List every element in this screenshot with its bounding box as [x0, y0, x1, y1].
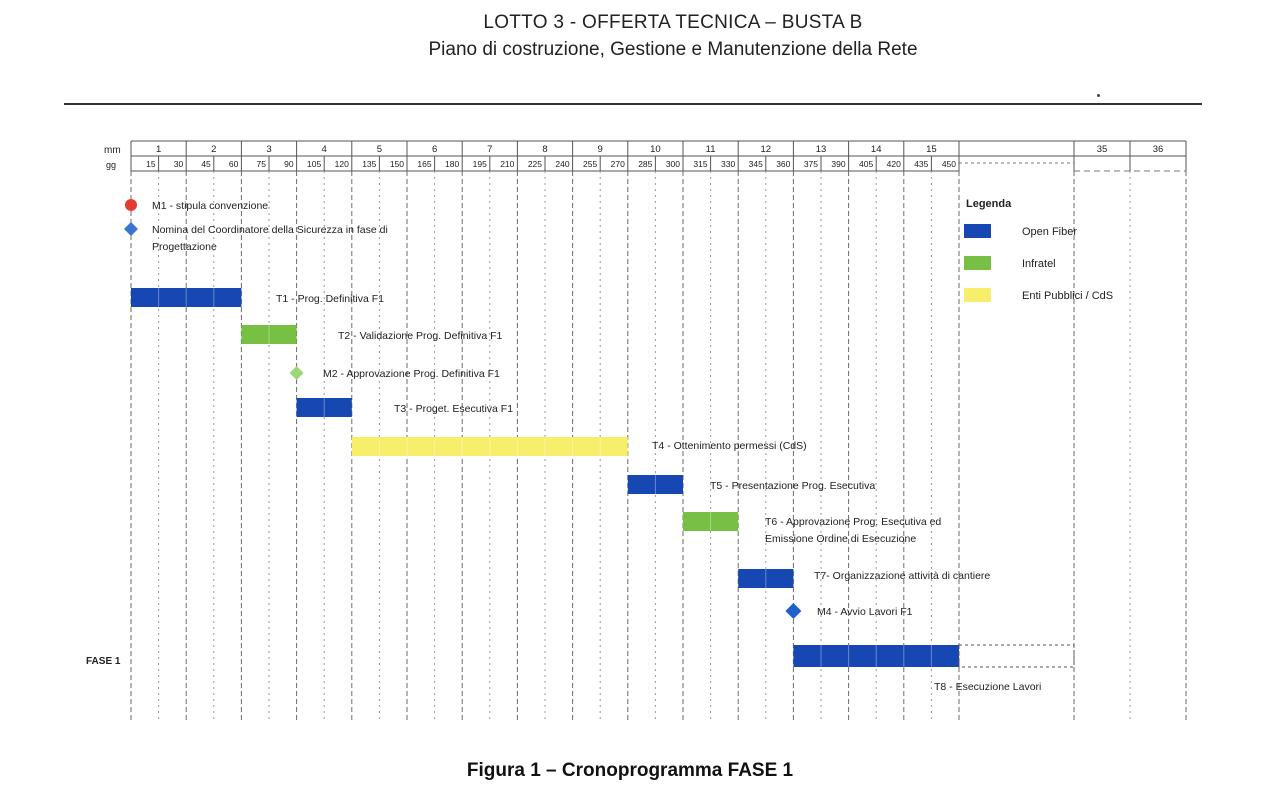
extra-month-label: 35: [1097, 144, 1108, 155]
document-header: LOTTO 3 - OFFERTA TECNICA – BUSTA B Pian…: [0, 10, 1280, 64]
day-label: 45: [201, 159, 211, 169]
month-label: 10: [650, 144, 661, 155]
task-label: T5 - Presentazione Prog. Esecutiva: [710, 480, 875, 492]
task-label-line: T6 - Approvazione Prog. Esecutiva ed: [765, 516, 941, 528]
day-label: 375: [804, 159, 818, 169]
month-label: 1: [156, 144, 161, 155]
legend-label: Enti Pubblici / CdS: [1022, 290, 1113, 302]
day-label: 240: [555, 159, 569, 169]
month-label: 6: [432, 144, 437, 155]
task-label-line: Emissione Ordine di Esecuzione: [765, 533, 916, 545]
day-label: 30: [174, 159, 184, 169]
task-continuation-box: [958, 644, 1075, 668]
day-label: 210: [500, 159, 514, 169]
legend-label: Infratel: [1022, 258, 1056, 270]
month-row-label: mm: [104, 145, 121, 156]
day-label: 60: [229, 159, 239, 169]
month-label: 11: [706, 144, 716, 155]
day-label: 150: [390, 159, 404, 169]
task-bar: [793, 645, 959, 667]
milestone-label-line: Progettazione: [152, 241, 217, 253]
month-label: 12: [761, 144, 772, 155]
milestone-label: M1 - stipula convenzione: [152, 200, 268, 212]
day-label: 420: [887, 159, 901, 169]
month-label: 13: [816, 144, 827, 155]
task-label: T8 - Esecuzione Lavori: [934, 681, 1041, 693]
document-title: LOTTO 3 - OFFERTA TECNICA – BUSTA B: [483, 12, 863, 33]
milestone-diamond-marker: [785, 603, 802, 619]
milestone-circle-marker: [125, 199, 137, 211]
month-label: 7: [487, 144, 492, 155]
day-label: 105: [307, 159, 321, 169]
milestone-diamond-marker: [289, 366, 304, 380]
day-label: 435: [914, 159, 928, 169]
day-label: 405: [859, 159, 873, 169]
extra-month-label: 36: [1153, 144, 1164, 155]
month-label: 5: [377, 144, 382, 155]
month-label: 15: [926, 144, 937, 155]
task-label: T4 - Ottenimento permessi (CdS): [652, 440, 807, 452]
milestone-label-line: Nomina del Coordinatore della Sicurezza …: [152, 224, 388, 236]
day-label: 285: [638, 159, 652, 169]
day-label: 195: [473, 159, 487, 169]
day-label: 75: [257, 159, 267, 169]
month-label: 14: [871, 144, 882, 155]
task-bar: [131, 288, 242, 307]
task-bar: [351, 437, 628, 456]
day-label: 180: [445, 159, 459, 169]
month-label: 8: [542, 144, 547, 155]
day-label: 225: [528, 159, 542, 169]
day-label: 270: [611, 159, 625, 169]
figure-caption: Figura 1 – Cronoprogramma FASE 1: [466, 760, 794, 781]
day-label: 360: [776, 159, 790, 169]
day-label: 315: [693, 159, 707, 169]
day-label: 90: [284, 159, 294, 169]
task-bar: [738, 569, 794, 588]
day-label: 120: [335, 159, 349, 169]
day-label: 135: [362, 159, 376, 169]
scan-dot: [1097, 94, 1100, 97]
month-label: 9: [598, 144, 603, 155]
day-label: 300: [666, 159, 680, 169]
day-label: 165: [417, 159, 431, 169]
milestone-label: M2 - Approvazione Prog. Definitiva F1: [323, 368, 500, 380]
task-label: T1 - Prog. Definitiva F1: [276, 293, 384, 305]
month-label: 4: [322, 144, 327, 155]
task-bar: [296, 398, 352, 417]
task-bar: [241, 325, 297, 344]
day-row-label: gg: [106, 160, 116, 170]
day-label: 330: [721, 159, 735, 169]
month-label: 3: [266, 144, 271, 155]
milestone-diamond-marker: [124, 222, 138, 236]
month-label: 2: [211, 144, 216, 155]
day-label: 255: [583, 159, 597, 169]
task-label: T7- Organizzazione attività di cantiere: [814, 570, 990, 582]
legend-swatch: [964, 288, 991, 302]
header-divider: [64, 103, 1202, 105]
phase-label: FASE 1: [86, 656, 121, 667]
legend-swatch: [964, 224, 991, 238]
day-label: 450: [942, 159, 956, 169]
legend-title: Legenda: [966, 198, 1012, 210]
legend-swatch: [964, 256, 991, 270]
legend-label: Open Fiber: [1022, 226, 1077, 238]
task-bar: [683, 512, 739, 531]
task-bar: [627, 475, 683, 494]
document-subtitle: Piano di costruzione, Gestione e Manuten…: [428, 39, 918, 60]
day-label: 345: [749, 159, 763, 169]
task-label: T3 - Proget. Esecutiva F1: [394, 403, 513, 415]
day-label: 390: [831, 159, 845, 169]
day-label: 15: [146, 159, 156, 169]
milestone-label: M4 - Avvio Lavori F1: [817, 606, 913, 618]
task-label: T2 - Validazione Prog. Definitiva F1: [338, 330, 503, 342]
